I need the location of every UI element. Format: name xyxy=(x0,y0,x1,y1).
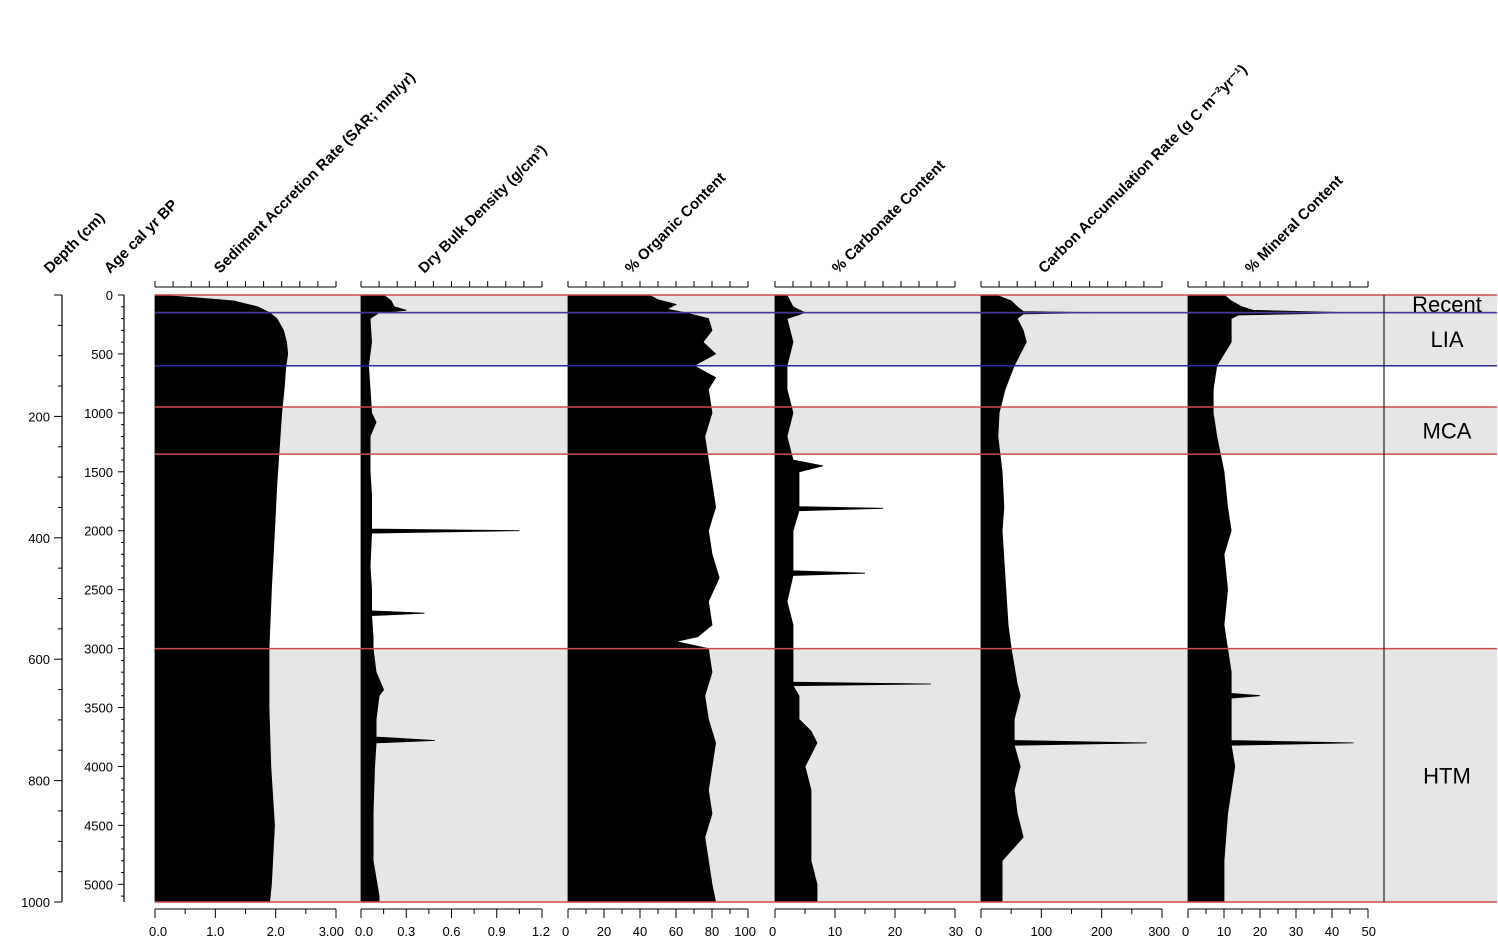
x-tick-label: 30 xyxy=(1289,924,1303,939)
panel-header: Sediment Accretion Rate (SAR; mm/yr) xyxy=(211,69,419,277)
depth-axis: 200 400 600 800 1000 xyxy=(21,294,63,910)
panel-header: % Carbonate Content xyxy=(829,157,949,277)
series-area-2 xyxy=(567,294,720,903)
panel-header: % Organic Content xyxy=(622,169,729,276)
x-tick-label: 0.0 xyxy=(149,924,167,939)
depth-tick-label: 200 xyxy=(28,409,50,424)
x-tick-label: 0.3 xyxy=(397,924,415,939)
depth-tick-label: 800 xyxy=(28,774,50,789)
x-tick-label: 30 xyxy=(949,924,963,939)
age-tick-label: 2000 xyxy=(84,524,113,539)
age-tick-label: 0 xyxy=(106,288,113,303)
x-tick-label: 0.9 xyxy=(488,924,506,939)
age-axis: 0 500 1000 1500 2000 2500 3000 3500 4000 4500 5000 xyxy=(84,288,125,902)
top-ruler-3 xyxy=(774,281,956,288)
zone-label: LIA xyxy=(1430,327,1463,352)
axis-layer: 0.0 1.0 2.0 3.00 0.0 0.3 0.6 0.9 1.2 0 20 40 60 80 100… xyxy=(21,281,1376,939)
top-ruler-4 xyxy=(980,281,1163,288)
zone-label: MCA xyxy=(1423,419,1472,444)
series-area-1 xyxy=(360,294,520,903)
age-tick-label: 2500 xyxy=(84,583,113,598)
x-tick-label: 100 xyxy=(734,924,756,939)
x-tick-label: 20 xyxy=(888,924,902,939)
x-axis-1: 0.0 0.3 0.6 0.9 1.2 xyxy=(355,908,550,939)
x-tick-label: 300 xyxy=(1148,924,1170,939)
x-axis-0: 0.0 1.0 2.0 3.00 xyxy=(149,908,344,939)
x-tick-label: 3.00 xyxy=(319,924,344,939)
x-tick-label: 0 xyxy=(1182,924,1189,939)
series-area-4 xyxy=(980,294,1147,903)
x-tick-label: 60 xyxy=(669,924,683,939)
series-area-0 xyxy=(154,294,289,903)
x-tick-label: 40 xyxy=(1325,924,1339,939)
x-tick-label: 20 xyxy=(1253,924,1267,939)
x-tick-label: 0.6 xyxy=(442,924,460,939)
zone-band-0 xyxy=(155,295,1497,313)
x-tick-label: 100 xyxy=(1030,924,1052,939)
top-ruler-5 xyxy=(1187,281,1369,288)
x-axis-5: 0 10 20 30 40 50 xyxy=(1182,908,1376,939)
zone-boundary-layer xyxy=(155,294,1497,903)
x-tick-label: 0 xyxy=(562,924,569,939)
x-tick-label: 10 xyxy=(1217,924,1231,939)
zone-band-5 xyxy=(155,648,1497,902)
age-tick-label: 1000 xyxy=(84,406,113,421)
series-layer xyxy=(154,294,1354,903)
series-area-3 xyxy=(774,294,932,903)
depth-tick-label: 1000 xyxy=(21,895,50,910)
depth-axis-header: Depth (cm) xyxy=(41,209,108,276)
depth-tick-label: 400 xyxy=(28,531,50,546)
panel-header: % Mineral Content xyxy=(1242,172,1347,277)
x-tick-label: 10 xyxy=(828,924,842,939)
age-axis-header: Age cal yr BP xyxy=(101,196,181,276)
age-tick-label: 4000 xyxy=(84,759,113,774)
x-axis-2: 0 20 40 60 80 100 xyxy=(562,908,756,939)
zone-band-3 xyxy=(155,406,1497,455)
x-axis-3: 0 10 20 30 xyxy=(769,908,963,939)
panel-header: Carbon Accumulation Rate (g C m⁻²yr⁻¹) xyxy=(1035,61,1251,277)
series-area-5 xyxy=(1187,294,1354,903)
age-tick-label: 3000 xyxy=(84,642,113,657)
x-tick-label: 0 xyxy=(769,924,776,939)
zone-background-layer xyxy=(155,295,1497,902)
x-tick-label: 0 xyxy=(975,924,982,939)
age-tick-label: 500 xyxy=(91,347,113,362)
zone-label: HTM xyxy=(1423,763,1471,788)
x-tick-label: 80 xyxy=(705,924,719,939)
x-tick-label: 40 xyxy=(633,924,647,939)
top-ruler-0 xyxy=(154,281,337,288)
age-tick-label: 3500 xyxy=(84,701,113,716)
x-tick-label: 50 xyxy=(1362,924,1376,939)
x-tick-label: 1.2 xyxy=(532,924,550,939)
age-tick-label: 1500 xyxy=(84,465,113,480)
x-tick-label: 0.0 xyxy=(355,924,373,939)
panel-header: Dry Bulk Density (g/cm³) xyxy=(415,142,550,277)
top-ruler-2 xyxy=(567,281,749,288)
x-tick-label: 20 xyxy=(597,924,611,939)
zone-band-1 xyxy=(155,312,1497,366)
x-tick-label: 200 xyxy=(1091,924,1113,939)
top-ruler-1 xyxy=(360,281,543,288)
age-tick-label: 5000 xyxy=(84,877,113,892)
x-tick-label: 1.0 xyxy=(206,924,224,939)
x-tick-label: 2.0 xyxy=(267,924,285,939)
age-tick-label: 4500 xyxy=(84,818,113,833)
depth-tick-label: 600 xyxy=(28,652,50,667)
zone-label: Recent xyxy=(1412,292,1482,317)
x-axis-4: 0 100 200 300 xyxy=(975,908,1170,939)
